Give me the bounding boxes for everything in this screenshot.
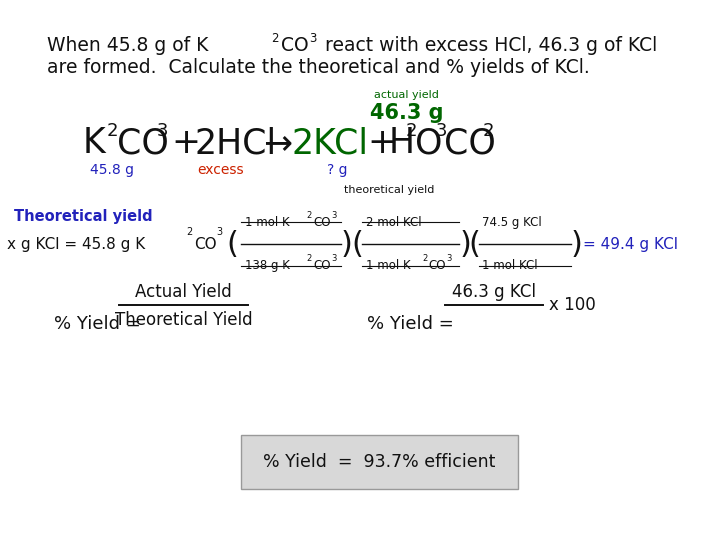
Text: 45.8 g: 45.8 g [89, 163, 134, 177]
Text: When 45.8 g of K: When 45.8 g of K [47, 36, 208, 56]
Text: CO: CO [444, 126, 496, 160]
Text: excess: excess [197, 163, 243, 177]
Text: CO: CO [117, 126, 168, 160]
Text: 3: 3 [157, 122, 168, 140]
Text: 2: 2 [306, 211, 311, 220]
Text: actual yield: actual yield [374, 90, 439, 99]
Text: (: ( [469, 230, 480, 259]
Text: % Yield =: % Yield = [54, 315, 140, 333]
Text: CO: CO [194, 237, 217, 252]
Text: +: + [171, 126, 200, 160]
Text: 2: 2 [306, 254, 311, 263]
Text: CO: CO [313, 216, 330, 229]
Text: 46.3 g KCl: 46.3 g KCl [452, 282, 536, 301]
Text: 2: 2 [422, 254, 427, 263]
Text: x g KCl = 45.8 g K: x g KCl = 45.8 g K [7, 237, 145, 252]
Text: 46.3 g: 46.3 g [370, 103, 444, 124]
Text: 3: 3 [216, 227, 222, 237]
Text: theoretical yield: theoretical yield [343, 185, 434, 195]
Text: 3: 3 [436, 122, 447, 140]
Text: (: ( [351, 230, 363, 259]
Text: Actual Yield: Actual Yield [135, 282, 232, 301]
Text: 138 g K: 138 g K [245, 259, 289, 272]
Text: 2KCl: 2KCl [292, 126, 369, 160]
Text: are formed.  Calculate the theoretical and % yields of KCl.: are formed. Calculate the theoretical an… [47, 58, 590, 77]
Text: 1 mol K: 1 mol K [245, 216, 289, 229]
Text: ? g: ? g [327, 163, 347, 177]
Text: 1 mol KCl: 1 mol KCl [482, 259, 538, 272]
Text: 2: 2 [186, 227, 192, 237]
Text: 2: 2 [107, 122, 118, 140]
Text: H: H [389, 126, 415, 160]
Text: CO: CO [281, 36, 308, 56]
Text: 2: 2 [271, 32, 278, 45]
Text: % Yield  =  93.7% efficient: % Yield = 93.7% efficient [264, 453, 495, 471]
Text: CO: CO [313, 259, 330, 272]
Text: % Yield =: % Yield = [367, 315, 454, 333]
Text: 3: 3 [331, 254, 336, 263]
Text: (: ( [227, 230, 238, 259]
Text: O: O [415, 126, 442, 160]
Text: 2 mol KCl: 2 mol KCl [366, 216, 421, 229]
Text: react with excess HCl, 46.3 g of KCl: react with excess HCl, 46.3 g of KCl [319, 36, 657, 56]
Text: K: K [83, 126, 106, 160]
Text: 2: 2 [483, 122, 495, 140]
Text: ): ) [571, 230, 582, 259]
Text: Theoretical yield: Theoretical yield [14, 208, 153, 224]
Text: ): ) [341, 230, 352, 259]
Text: ): ) [459, 230, 471, 259]
Text: →: → [263, 126, 292, 160]
Text: x 100: x 100 [549, 296, 596, 314]
Text: 2HCl: 2HCl [194, 126, 276, 160]
Text: 3: 3 [446, 254, 451, 263]
Text: 2: 2 [406, 122, 418, 140]
Text: 1 mol K: 1 mol K [366, 259, 410, 272]
FancyBboxPatch shape [241, 435, 518, 489]
Text: 3: 3 [331, 211, 336, 220]
Text: 74.5 g KCl: 74.5 g KCl [482, 216, 542, 229]
Text: Theoretical Yield: Theoretical Yield [114, 310, 253, 329]
Text: 3: 3 [310, 32, 317, 45]
Text: CO: CO [428, 259, 446, 272]
Text: = 49.4 g KCl: = 49.4 g KCl [583, 237, 678, 252]
Text: +: + [367, 126, 396, 160]
